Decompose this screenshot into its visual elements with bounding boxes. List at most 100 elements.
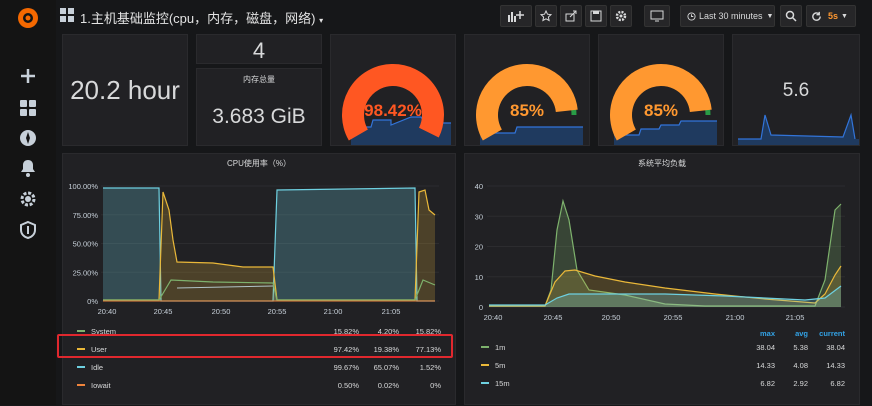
cpu-legend-c3: 0% [430, 381, 441, 390]
load-stat-panel: 5.6 [732, 34, 860, 146]
load-legend-header-max[interactable]: max [759, 329, 775, 338]
cpu-legend-row[interactable]: Iowait 0.50% 0.02% 0% [63, 376, 457, 394]
cpu-legend-c3: 77.13% [415, 345, 441, 354]
load-y-tick: 30 [475, 212, 483, 221]
memory-total-value: 3.683 GiB [212, 105, 306, 128]
star-button[interactable] [535, 5, 557, 27]
refresh-icon [812, 11, 821, 21]
cpu-legend-name: System [91, 327, 117, 336]
time-range-label: Last 30 minutes [699, 11, 763, 21]
load-y-tick: 20 [475, 243, 483, 252]
uptime-value: 20.2 hour [70, 75, 180, 105]
time-picker-button[interactable]: Last 30 minutes ▼ [680, 5, 775, 27]
sub-line [176, 285, 274, 289]
cpu-legend-name: User [91, 345, 107, 354]
dashboards-icon[interactable] [18, 98, 38, 118]
save-icon [590, 10, 602, 22]
cpu-usage-panel: CPU使用率（%） 100.00% 75.00% 50.00% 25.00% 0% 20:… [57, 153, 457, 406]
explore-icon[interactable] [18, 128, 38, 148]
memory-gauge-arc [476, 64, 578, 141]
cpu-x-tick: 20:40 [98, 307, 117, 316]
cpu-y-tick: 25.00% [73, 268, 99, 277]
load-15m-line [489, 285, 842, 306]
load-x-tick: 21:05 [786, 313, 805, 322]
sidebar [0, 0, 56, 405]
load-legend-header: max avg current [465, 324, 861, 342]
load-legend-row[interactable]: 5m 14.33 4.08 14.33 [465, 356, 861, 374]
user-area [103, 190, 435, 301]
top-navbar: 1.主机基础监控(cpu，内存，磁盘，网络) ▾ Last 30 minutes… [56, 0, 872, 32]
load-x-tick: 20:45 [544, 313, 563, 322]
load-avg-graph[interactable]: 40 30 20 10 020:40 20:45 20:50 20:55 21:00 21:05 [465, 170, 861, 340]
load-y-tick: 10 [475, 273, 483, 282]
share-button[interactable] [560, 5, 582, 27]
refresh-interval: 5s [828, 11, 839, 21]
load-y-tick: 0 [479, 303, 483, 312]
load-legend-header-current[interactable]: current [819, 329, 845, 338]
grafana-logo-icon[interactable] [16, 6, 40, 30]
user-line [103, 189, 436, 301]
uptime-panel: 20.2 hour [62, 34, 188, 146]
load-x-tick: 20:55 [664, 313, 683, 322]
memory-gauge-panel: 85% [464, 34, 590, 146]
plus-icon[interactable] [18, 66, 38, 86]
cpu-legend-c2: 65.07% [373, 363, 399, 372]
dashboard-title[interactable]: 1.主机基础监控(cpu，内存，磁盘，网络) ▾ [80, 11, 324, 26]
cpu-cores-panel: 4 [196, 34, 322, 64]
load-x-tick: 21:00 [726, 313, 745, 322]
tv-mode-button[interactable] [644, 5, 670, 27]
disk-gauge-panel: 85% [598, 34, 724, 146]
load-1m-area [489, 201, 841, 307]
cpu-x-tick: 20:50 [212, 307, 231, 316]
load-legend-current: 6.82 [830, 379, 845, 388]
cpu-legend: System 15.82% 4.20% 15.82% User 97.42% 19.38% 7… [63, 320, 457, 406]
cpu-y-tick: 75.00% [73, 211, 99, 220]
load-5m-area [489, 266, 841, 307]
load-x-tick: 20:50 [602, 313, 621, 322]
highlight-box [57, 334, 453, 358]
legend-swatch [481, 382, 489, 384]
clock-icon [687, 11, 696, 21]
cpu-legend-c1: 97.42% [333, 345, 359, 354]
share-icon [565, 10, 577, 22]
chevron-down-icon: ▼ [766, 12, 774, 20]
cpu-usage-graph[interactable]: 100.00% 75.00% 50.00% 25.00% 0%20:40 20:45 20:… [63, 170, 457, 340]
cog-icon [615, 10, 627, 22]
legend-swatch [77, 348, 85, 350]
refresh-button[interactable]: 5s ▼ [806, 5, 856, 27]
cpu-legend-row[interactable]: User 97.42% 19.38% 77.13% [63, 340, 457, 358]
load-legend-max: 14.33 [756, 361, 775, 370]
shield-icon[interactable] [18, 220, 38, 240]
load-legend-row[interactable]: 1m 38.04 5.38 38.04 [465, 338, 861, 356]
add-panel-button[interactable] [500, 5, 532, 27]
chevron-down-icon: ▼ [841, 12, 848, 20]
load-legend-max: 38.04 [756, 343, 775, 352]
gear-icon[interactable] [18, 189, 38, 209]
disk-gauge-value: 85% [643, 101, 679, 120]
cpu-gauge-value: 98.42% [364, 101, 422, 120]
bell-icon[interactable] [18, 158, 38, 178]
load-legend-avg: 5.38 [793, 343, 808, 352]
load-legend-avg: 2.92 [793, 379, 808, 388]
add-panel-icon [508, 11, 524, 22]
memory-total-title: 内存总量 [243, 75, 275, 84]
save-button[interactable] [585, 5, 607, 27]
load-x-tick: 20:40 [484, 313, 503, 322]
legend-swatch [481, 364, 489, 366]
cpu-gauge-arc [342, 64, 444, 141]
settings-button[interactable] [610, 5, 632, 27]
cpu-legend-row[interactable]: Idle 99.67% 65.07% 1.52% [63, 358, 457, 376]
legend-swatch [77, 384, 85, 386]
cpu-gauge-panel: 98.42% [330, 34, 456, 146]
load-legend-name: 15m [495, 379, 510, 388]
load-legend-row[interactable]: 15m 6.82 2.92 6.82 [465, 374, 861, 392]
load-avg-title: 系统平均负载 [638, 159, 686, 168]
cpu-y-tick: 0% [87, 297, 98, 306]
cpu-legend-row[interactable]: System 15.82% 4.20% 15.82% [63, 322, 457, 340]
cpu-legend-c3: 15.82% [415, 327, 441, 336]
load-legend-header-avg[interactable]: avg [795, 329, 808, 338]
cpu-legend-c2: 4.20% [377, 327, 399, 336]
search-icon [785, 10, 797, 22]
load-legend-max: 6.82 [760, 379, 775, 388]
zoom-out-button[interactable] [780, 5, 802, 27]
